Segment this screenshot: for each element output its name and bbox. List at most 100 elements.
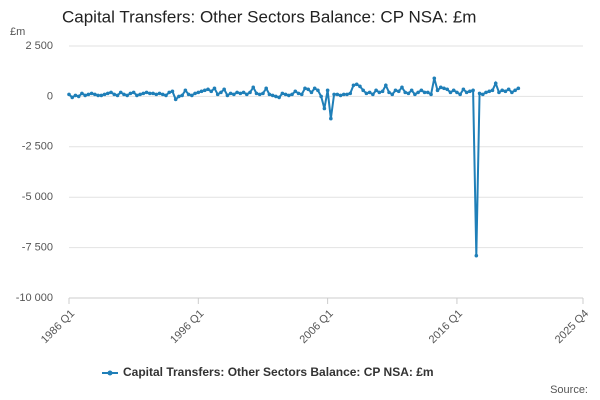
point xyxy=(128,91,133,96)
x-tick-label: 2016 Q1 xyxy=(427,308,465,346)
point xyxy=(516,86,521,91)
point xyxy=(455,90,459,95)
point xyxy=(248,90,252,95)
point xyxy=(296,91,301,96)
x-tick-label: 1986 Q1 xyxy=(39,308,77,346)
legend-label: Capital Transfers: Other Sectors Balance… xyxy=(123,365,434,379)
legend-marker xyxy=(107,370,113,376)
point xyxy=(500,88,504,93)
point xyxy=(461,87,466,92)
point xyxy=(115,93,120,98)
point xyxy=(364,91,369,96)
point xyxy=(477,91,482,96)
point xyxy=(180,93,184,98)
point xyxy=(290,92,294,97)
point xyxy=(503,89,508,94)
point xyxy=(335,92,340,97)
point xyxy=(354,82,359,87)
y-tick-label: -10 000 xyxy=(16,292,53,304)
point xyxy=(173,97,178,102)
point xyxy=(160,92,165,97)
point xyxy=(135,93,139,98)
point xyxy=(400,85,404,90)
point xyxy=(480,92,485,97)
point xyxy=(490,88,495,93)
point xyxy=(125,93,129,98)
point xyxy=(332,92,336,97)
point xyxy=(371,92,375,97)
point xyxy=(451,88,456,93)
point xyxy=(86,92,91,97)
point xyxy=(493,81,498,86)
point xyxy=(374,88,378,93)
point xyxy=(387,90,391,95)
point xyxy=(325,88,330,93)
point xyxy=(196,90,201,95)
point xyxy=(225,93,230,98)
point xyxy=(506,87,511,92)
x-tick-label: 1996 Q1 xyxy=(168,308,206,346)
point xyxy=(264,86,268,91)
point xyxy=(112,92,117,97)
point xyxy=(257,92,262,97)
point xyxy=(299,92,304,97)
point xyxy=(105,91,110,96)
y-tick-label: -7 500 xyxy=(22,242,53,254)
point xyxy=(293,89,298,94)
point xyxy=(409,88,414,93)
point xyxy=(403,90,408,95)
point xyxy=(206,87,210,92)
series-line xyxy=(68,77,519,256)
point xyxy=(170,89,175,94)
point xyxy=(199,89,204,94)
point xyxy=(219,90,223,95)
point xyxy=(390,92,395,97)
point xyxy=(167,90,172,95)
point xyxy=(396,89,401,94)
point xyxy=(89,91,94,96)
point xyxy=(348,91,353,96)
point xyxy=(316,88,320,93)
point xyxy=(384,83,388,88)
y-tick-label: -5 000 xyxy=(22,191,53,203)
point xyxy=(329,116,333,121)
point xyxy=(102,92,107,97)
y-axis-unit: £m xyxy=(10,26,25,38)
point xyxy=(76,94,81,99)
point xyxy=(429,92,433,97)
point xyxy=(96,93,100,98)
point xyxy=(351,83,356,88)
point xyxy=(510,90,514,95)
point xyxy=(497,90,501,95)
point xyxy=(361,88,365,93)
point xyxy=(432,76,437,81)
point xyxy=(377,90,382,95)
point xyxy=(380,89,385,94)
point xyxy=(309,90,314,95)
point xyxy=(312,86,317,91)
point xyxy=(67,92,71,97)
point xyxy=(254,91,259,96)
point xyxy=(419,88,424,93)
x-tick-label: 2025 Q4 xyxy=(553,308,591,346)
y-tick-label: 2 500 xyxy=(25,40,53,52)
point xyxy=(151,91,155,96)
point xyxy=(322,106,327,111)
point xyxy=(80,91,84,96)
point xyxy=(513,88,517,93)
point xyxy=(438,85,443,90)
point xyxy=(93,92,97,97)
point xyxy=(251,85,256,90)
y-tick-label: 0 xyxy=(47,90,53,102)
point xyxy=(154,92,159,97)
point xyxy=(345,92,349,97)
point xyxy=(471,88,475,93)
point xyxy=(190,93,194,98)
x-tick-label: 2006 Q1 xyxy=(297,308,335,346)
point xyxy=(287,93,291,98)
point xyxy=(109,90,113,95)
point xyxy=(202,88,207,93)
legend: Capital Transfers: Other Sectors Balance… xyxy=(102,365,434,379)
point xyxy=(177,94,181,99)
